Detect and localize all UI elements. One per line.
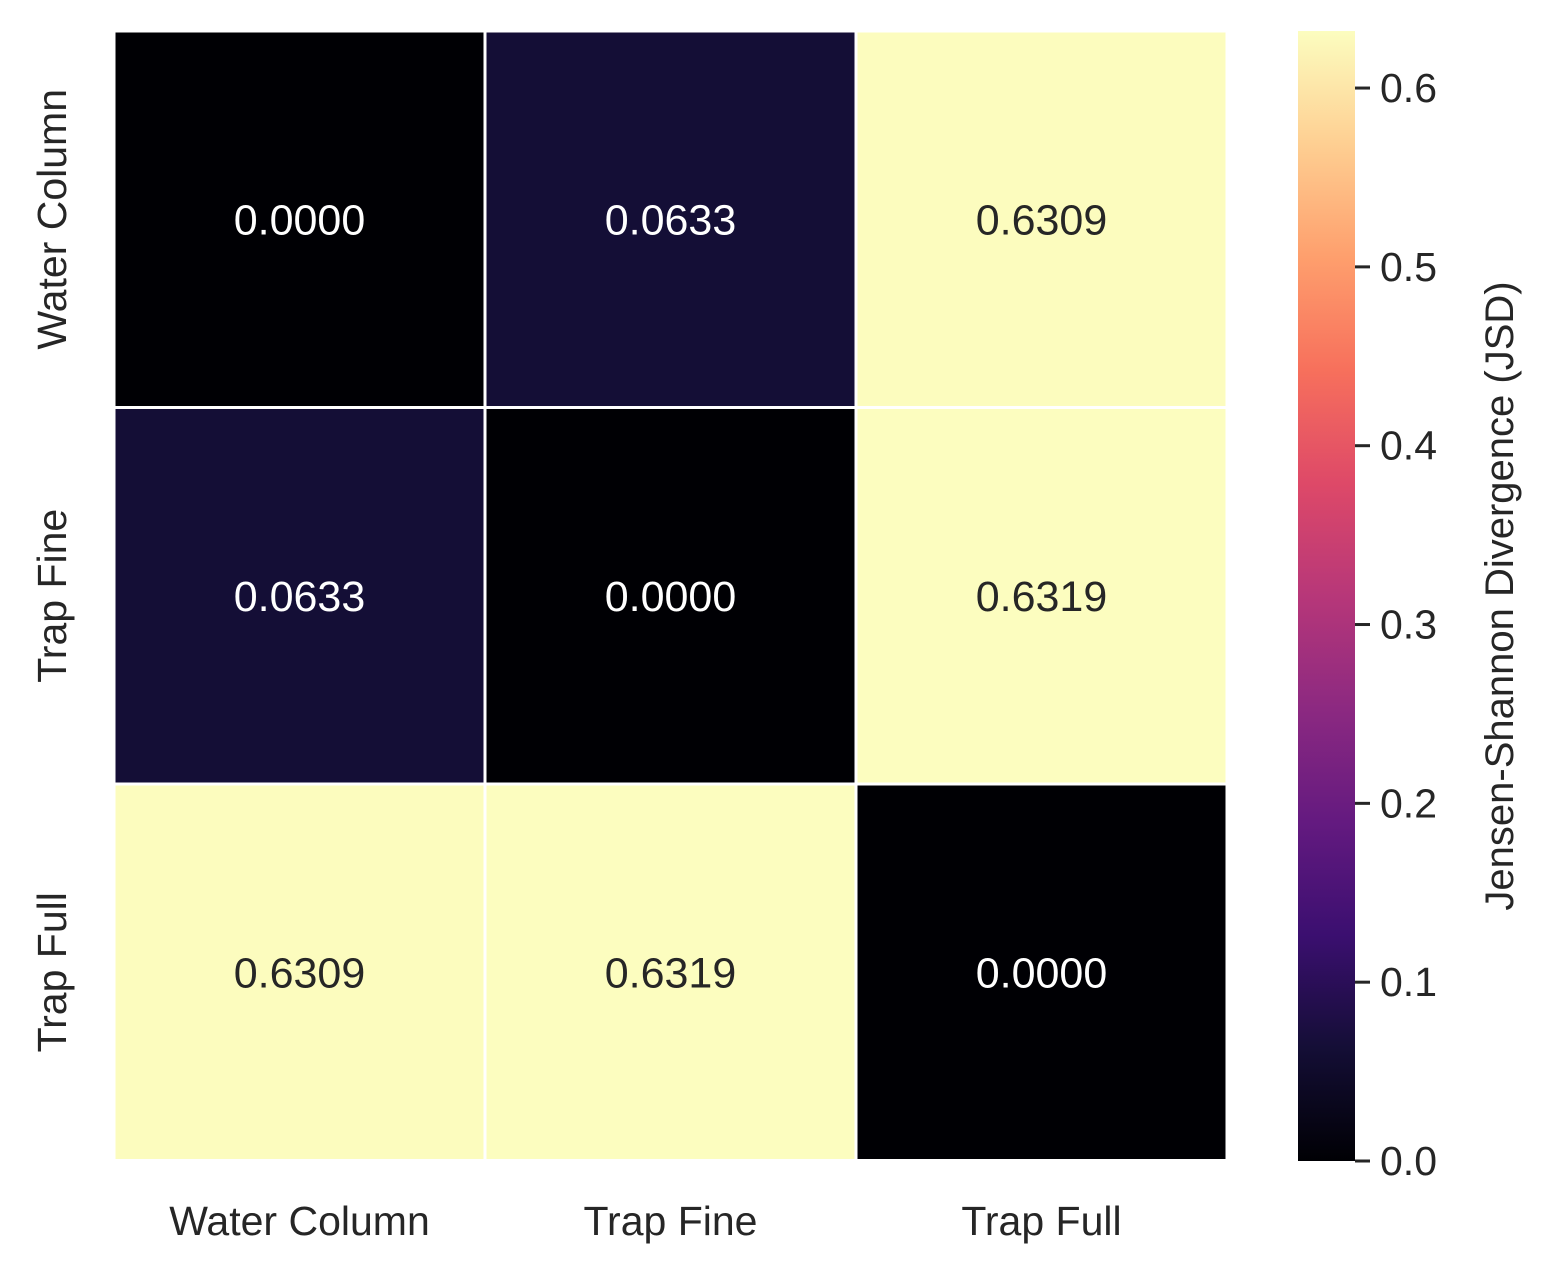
- y-tick-label: Trap Fine: [29, 509, 75, 683]
- colorbar-tick-label: 0.2: [1380, 780, 1437, 826]
- heatmap-value-labels: 0.0000 0.0633 0.6309 0.0633 0.0000 0.6319 0.63…: [234, 196, 1108, 997]
- heatmap-cell: [854, 406, 1229, 786]
- heatmap-cell-label: 0.0633: [605, 196, 737, 244]
- y-tick-label: Water Column: [29, 89, 75, 350]
- colorbar: 0.0 0.1 0.2 0.3 0.4 0.5 0.6 Jensen-Shannon Div…: [1298, 31, 1522, 1184]
- heatmap-cell: [112, 406, 487, 786]
- heatmap-cell: [483, 29, 858, 409]
- y-tick-label: Trap Full: [29, 892, 75, 1052]
- colorbar-tick-label: 0.5: [1380, 244, 1437, 290]
- x-tick-label: Water Column: [169, 1198, 430, 1244]
- x-axis-tick-labels: Water Column Trap Fine Trap Full: [169, 1198, 1121, 1244]
- heatmap-cell: [854, 29, 1229, 409]
- heatmap-cell-label: 0.6309: [234, 949, 366, 997]
- colorbar-tick-label: 0.6: [1380, 65, 1437, 111]
- x-tick-label: Trap Fine: [584, 1198, 758, 1244]
- colorbar-tick-label: 0.1: [1380, 959, 1437, 1005]
- heatmap-cell: [483, 782, 858, 1162]
- heatmap-cell-label: 0.0000: [234, 196, 366, 244]
- heatmap-cell: [483, 406, 858, 786]
- heatmap-cell: [112, 782, 487, 1162]
- colorbar-ticks: 0.0 0.1 0.2 0.3 0.4 0.5 0.6: [1355, 65, 1437, 1184]
- heatmap-cell-label: 0.6319: [605, 949, 737, 997]
- colorbar-label: Jensen-Shannon Divergence (JSD): [1478, 281, 1522, 910]
- heatmap-cell-label: 0.0633: [234, 573, 366, 621]
- y-axis-tick-labels: Water Column Trap Fine Trap Full: [29, 89, 75, 1052]
- colorbar-tick-label: 0.3: [1380, 602, 1437, 648]
- colorbar-tick-label: 0.4: [1380, 423, 1437, 469]
- heatmap-cell: [112, 29, 487, 409]
- heatmap-cell: [854, 782, 1229, 1162]
- colorbar-gradient: [1298, 31, 1355, 1161]
- heatmap-cells: [112, 29, 1229, 1162]
- heatmap-cell-label: 0.6309: [976, 196, 1108, 244]
- x-tick-label: Trap Full: [961, 1198, 1121, 1244]
- heatmap-cell-label: 0.0000: [605, 573, 737, 621]
- heatmap-cell-label: 0.0000: [976, 949, 1108, 997]
- heatmap-cell-label: 0.6319: [976, 573, 1108, 621]
- colorbar-tick-label: 0.0: [1380, 1138, 1437, 1184]
